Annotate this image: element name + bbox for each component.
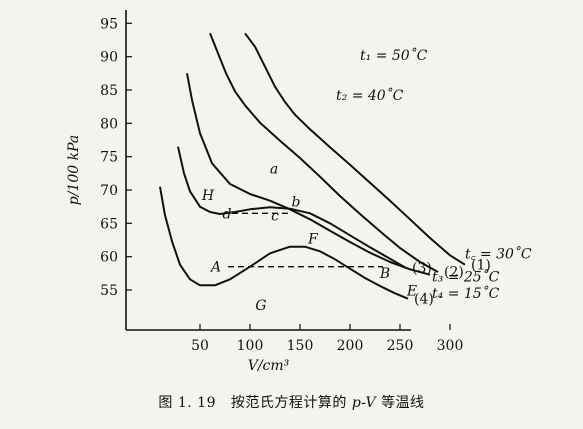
caption-text-before: 按范氏方程计算的 bbox=[230, 395, 347, 411]
point-label: c bbox=[271, 209, 279, 225]
series-line-1 bbox=[209, 32, 439, 273]
y-tick-label: 65 bbox=[100, 216, 118, 232]
point-label: F bbox=[307, 231, 319, 247]
caption-text-after: 等温线 bbox=[381, 395, 425, 411]
y-tick-label: 60 bbox=[100, 250, 118, 266]
series-line-3 bbox=[177, 146, 407, 269]
y-tick-label: 70 bbox=[100, 183, 118, 199]
series-number-label: (1) bbox=[471, 257, 491, 273]
annotations: H A G F BEa bc d t₁ = 50˚C t₂ = 40˚C t꜀ = 30˚C t₃ … bbox=[201, 47, 532, 314]
curve-label: t꜀ = 30˚C bbox=[465, 246, 532, 263]
series-line-4 bbox=[159, 186, 409, 300]
y-tick-label: 75 bbox=[100, 150, 118, 166]
curve-label: t₁ = 50˚C bbox=[360, 47, 428, 64]
point-label: G bbox=[255, 298, 266, 314]
x-axis-title: V/cm³ bbox=[248, 358, 290, 374]
y-tick-label: 55 bbox=[100, 283, 118, 299]
caption-figure-number: 图 1. 19 bbox=[158, 395, 216, 411]
x-tick-label: 250 bbox=[387, 338, 414, 354]
point-label: A bbox=[209, 259, 221, 275]
x-tick-label: 150 bbox=[287, 338, 314, 354]
x-tick-label: 300 bbox=[437, 338, 464, 354]
series-number-label: (3) bbox=[412, 261, 432, 277]
y-tick-label: 80 bbox=[100, 116, 118, 132]
series-number-label: (2) bbox=[444, 265, 464, 281]
curve-label: t₃ = 25˚C bbox=[432, 268, 500, 285]
series-line-0 bbox=[244, 32, 466, 266]
y-axis-title: p/100 kPa bbox=[66, 135, 82, 205]
x-tick-label: 200 bbox=[337, 338, 364, 354]
x-tick-label: 100 bbox=[237, 338, 264, 354]
figure-caption: 图 1. 19 按范氏方程计算的 p-V 等温线 bbox=[0, 392, 583, 412]
point-label: E bbox=[406, 283, 417, 299]
point-label: a bbox=[270, 161, 278, 177]
point-label: d bbox=[223, 207, 232, 223]
curves bbox=[159, 32, 466, 300]
curve-label: t₄ = 15˚C bbox=[432, 285, 500, 302]
point-label: B bbox=[379, 266, 390, 282]
curve-label: t₂ = 40˚C bbox=[336, 87, 404, 104]
point-label: b bbox=[292, 195, 301, 211]
caption-formula: p-V bbox=[351, 395, 377, 411]
y-tick-label: 85 bbox=[100, 83, 118, 99]
y-tick-label: 95 bbox=[100, 16, 118, 32]
point-label: H bbox=[201, 188, 215, 204]
axes: 55 60 65 70 75 80 85 90 95 50 100 150 200 250 300 p/100… bbox=[66, 10, 463, 374]
y-tick-label: 90 bbox=[100, 50, 118, 66]
series-number-label: (4) bbox=[414, 291, 434, 307]
x-tick-label: 50 bbox=[191, 338, 209, 354]
